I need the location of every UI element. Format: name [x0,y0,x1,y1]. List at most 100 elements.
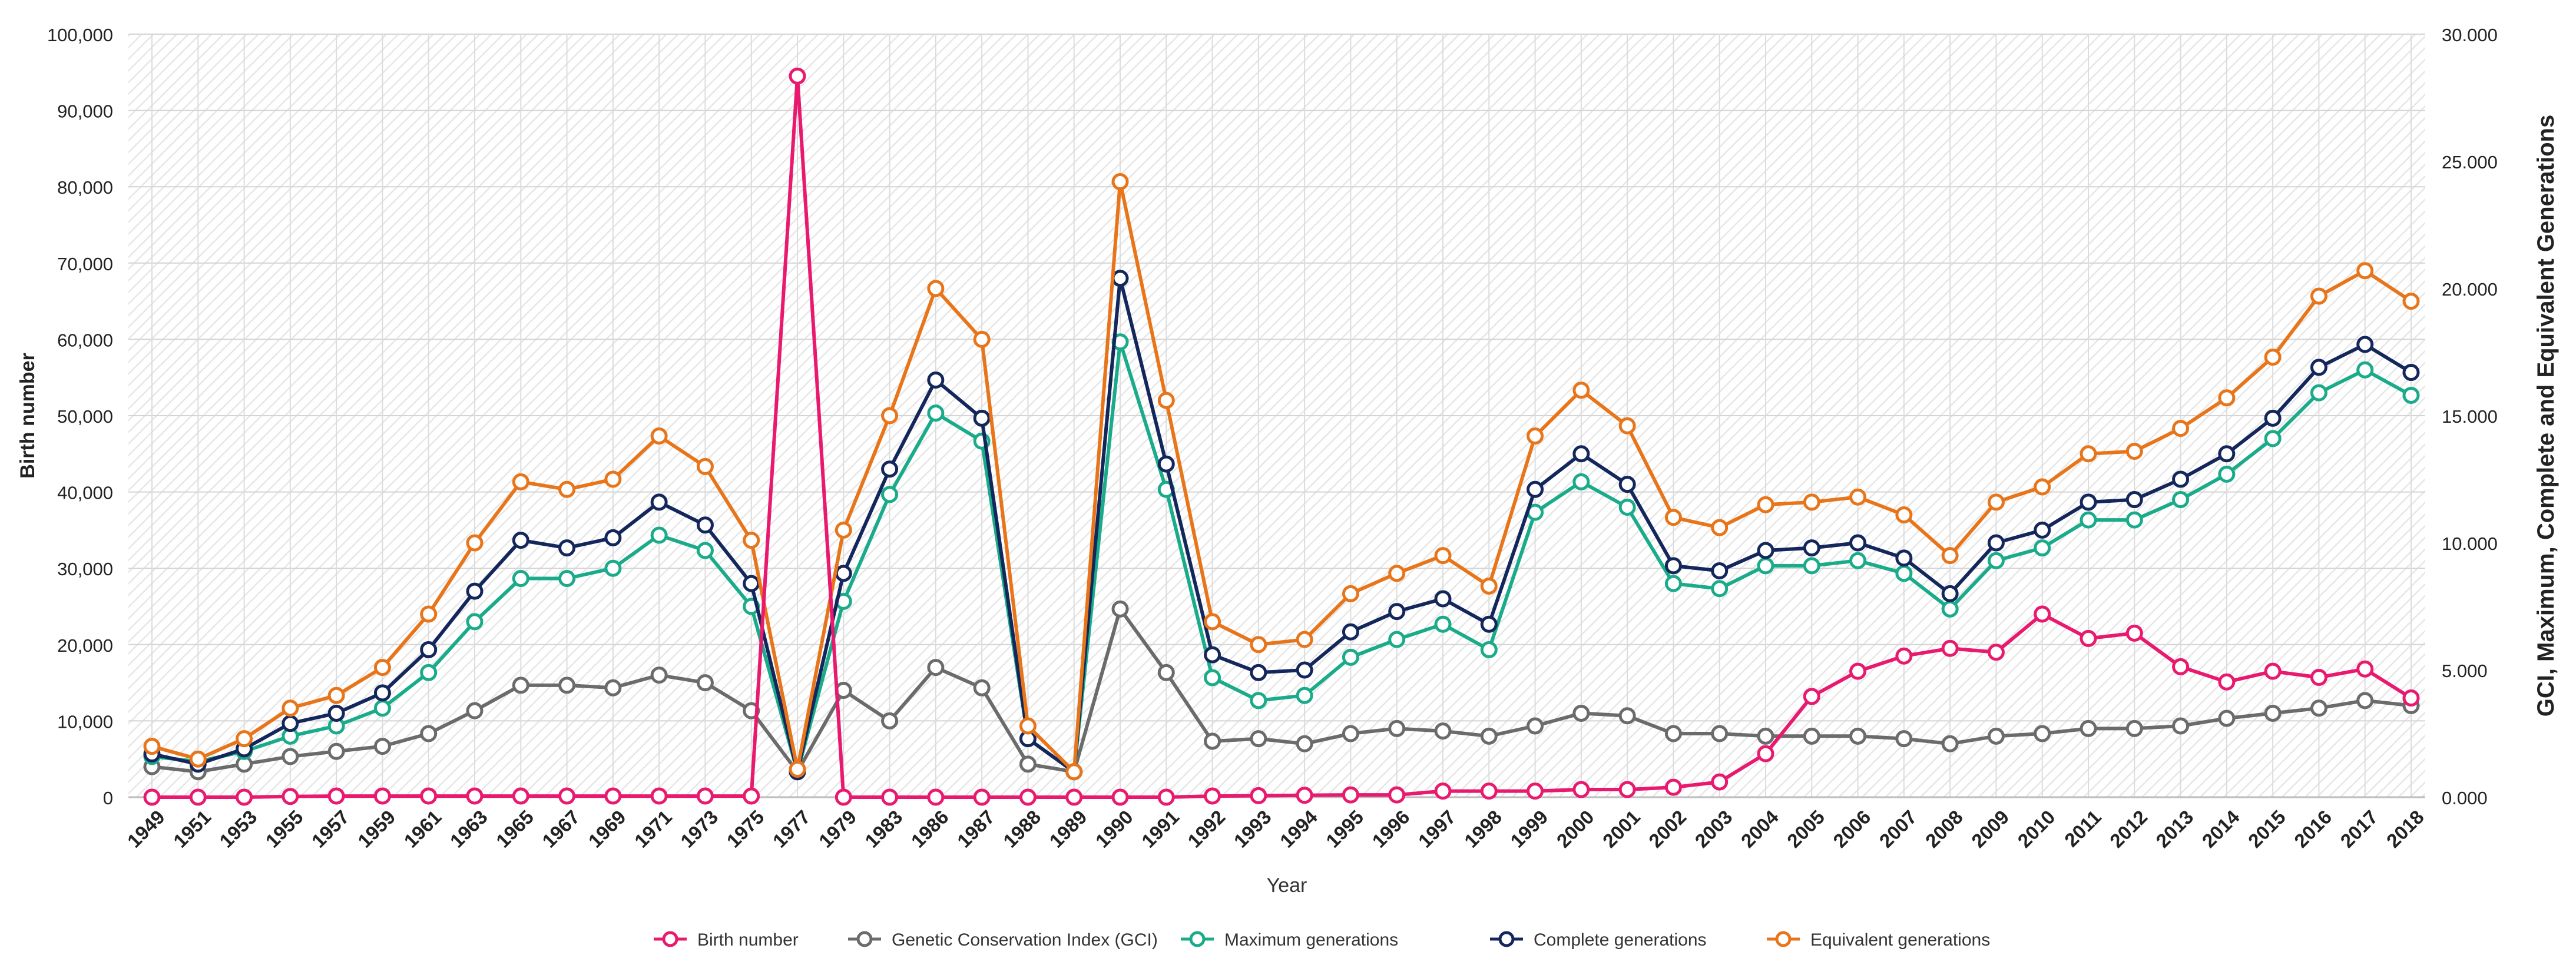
data-point [1019,788,1037,806]
data-point [1296,787,1313,804]
data-point [2264,409,2282,427]
data-point [1803,493,1820,511]
data-point [2034,521,2051,539]
legend-label: Genetic Conservation Index (GCI) [892,930,1158,950]
data-point [2356,660,2374,678]
x-tick-label: 1975 [722,806,768,852]
y-axis-title: Birth number [16,353,39,478]
data-point [1157,664,1175,681]
data-point [1111,173,1129,191]
y-tick-label: 40,000 [57,483,113,503]
data-point [1664,778,1682,796]
x-tick-label: 1989 [1045,806,1091,852]
legend-item: Genetic Conservation Index (GCI) [848,930,1158,950]
data-point [282,699,299,717]
x-tick-label: 1959 [353,806,399,852]
data-point [2080,445,2097,463]
data-point [1572,704,1590,722]
data-point [650,526,668,544]
data-point [1204,613,1221,631]
data-point [973,330,991,348]
data-point [2034,539,2051,557]
data-point [327,787,345,805]
data-point [2172,717,2190,735]
data-point [1434,615,1452,633]
data-point [2264,349,2282,366]
data-point [1941,735,1959,752]
data-point [2218,465,2236,483]
data-point [466,534,484,552]
x-tick-label: 2008 [1921,806,1967,852]
data-point [1434,547,1452,565]
legend-swatch-marker [1189,931,1206,947]
x-tick-label: 1991 [1137,806,1183,852]
data-point [558,539,576,557]
data-point [1434,722,1452,740]
data-point [1342,623,1359,641]
data-point [1480,782,1498,800]
x-tick-label: 1983 [860,806,906,852]
x-tick-label: 1949 [123,806,169,852]
data-point [1019,755,1037,773]
data-point [1388,786,1406,804]
data-point [1572,445,1590,463]
data-point [1250,692,1267,709]
data-point [1342,786,1359,804]
data-point [1527,427,1544,445]
data-point [2356,692,2374,709]
data-point [282,788,299,805]
data-point [1618,417,1636,435]
data-point [420,787,438,805]
data-point [2125,511,2143,529]
data-point [1987,644,2005,661]
data-point [1572,781,1590,798]
legend-swatch-marker [1775,931,1792,947]
data-point [2264,662,2282,680]
y-tick-label: 100,000 [47,25,113,45]
data-point [1849,552,1867,569]
data-point [696,516,714,534]
x-tick-label: 1995 [1322,806,1368,852]
data-point [327,687,345,704]
data-point [1895,565,1913,582]
y2-tick-label: 20.000 [2442,279,2498,300]
data-point [558,676,576,694]
data-point [650,427,668,445]
legend-label: Birth number [697,930,799,950]
data-point [327,742,345,760]
data-point [1296,661,1313,679]
data-point [1618,707,1636,725]
data-point [1757,745,1774,762]
data-point [2310,699,2327,717]
x-tick-label: 1955 [261,806,307,852]
data-point [2356,336,2374,353]
x-tick-label: 2001 [1598,806,1644,852]
data-point [2218,709,2236,727]
data-point [743,532,760,549]
data-point [1204,732,1221,750]
data-point [2172,420,2190,437]
x-tick-label: 1965 [492,806,538,852]
x-tick-label: 2016 [2290,806,2336,852]
x-tick-label: 1961 [399,806,445,852]
data-point [1434,590,1452,608]
data-point [1157,788,1175,806]
data-point [835,565,852,582]
y-tick-label: 80,000 [57,177,113,198]
data-point [973,679,991,697]
y2-tick-label: 5.000 [2442,661,2488,681]
x-tick-label: 1969 [584,806,630,852]
data-point [973,409,991,427]
legend-swatch-marker [1498,931,1515,947]
data-point [2172,658,2190,675]
data-point [1342,585,1359,602]
legend-item: Equivalent generations [1767,930,1990,950]
data-point [604,559,622,577]
data-point [2172,491,2190,509]
data-point [189,788,207,806]
data-point [1388,565,1406,582]
data-point [1434,782,1452,800]
data-point [604,787,622,805]
data-point [420,725,438,742]
